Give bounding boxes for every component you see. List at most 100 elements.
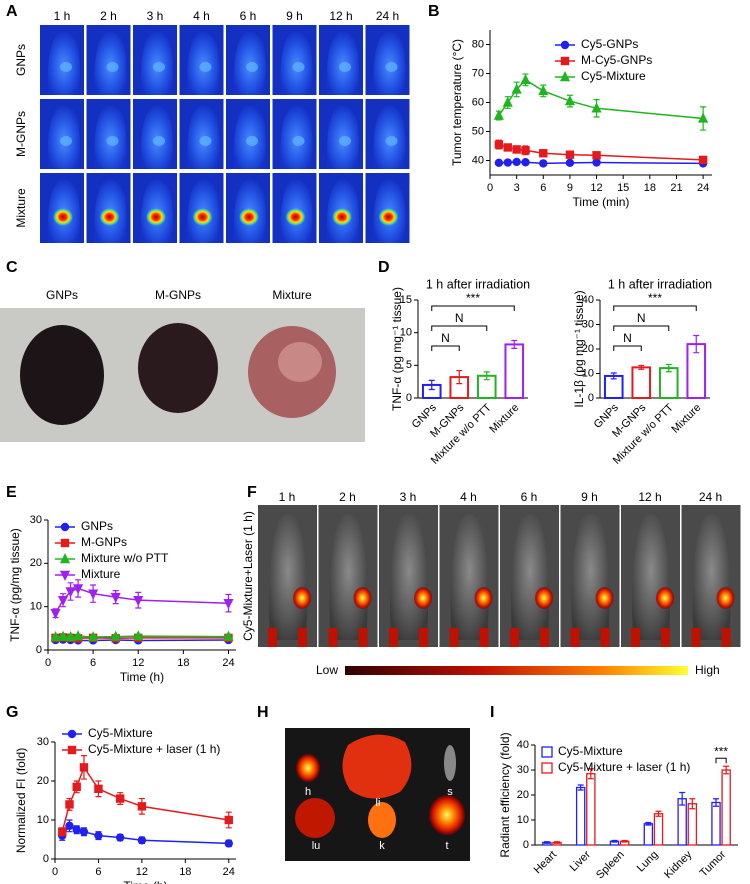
tail-signal [389, 628, 398, 647]
mouse-shape [692, 514, 731, 640]
tail-signal [510, 628, 519, 647]
hot-spot [192, 208, 213, 226]
row-label: GNPs [14, 44, 28, 76]
panel-label: E [6, 484, 17, 501]
point [60, 538, 70, 548]
bar [677, 798, 687, 846]
significance-bracket [613, 305, 697, 311]
tail-signal [661, 628, 670, 647]
significance-label: *** [714, 744, 728, 758]
x-tick-label: Mixture [669, 402, 703, 436]
point [503, 143, 512, 152]
y-tick-label: 50 [472, 125, 484, 137]
y-tick-label: 10 [517, 814, 529, 826]
point [59, 570, 71, 581]
hot-spot [146, 208, 166, 226]
error-bar [456, 369, 463, 385]
tumor-signal [656, 587, 674, 609]
point [493, 109, 504, 120]
warm-spot [106, 62, 119, 72]
point [133, 595, 144, 607]
significance-bracket [431, 345, 460, 351]
point [65, 587, 76, 598]
y-tick-label: 30 [517, 764, 529, 776]
scale-high: High [695, 663, 720, 677]
y-axis-label: Normalized FI (fold) [14, 748, 28, 853]
warm-spot [246, 62, 258, 72]
warm-spot [153, 136, 165, 146]
hot-spot [53, 208, 73, 226]
legend-label: Cy5-GNPs [581, 37, 638, 51]
point [65, 821, 74, 831]
x-tick-label: 12 [590, 182, 602, 194]
y-axis-label: IL-1β (pg mg⁻¹ tissue) [572, 290, 586, 407]
warm-spot [292, 136, 305, 146]
significance-bracket [715, 757, 727, 764]
significance-label: N [441, 331, 450, 345]
legend-label: Mixture w/o PTT [81, 551, 169, 565]
legend-label: GNPs [81, 519, 113, 533]
y-axis-label: TNF-α (pg mg⁻¹ tissue) [390, 287, 404, 411]
y-tick-label: 40 [472, 154, 484, 166]
organ [429, 795, 465, 835]
organ-label: li [376, 797, 381, 809]
legend-swatch [541, 746, 553, 758]
point [88, 589, 99, 600]
y-tick-label: 30 [582, 318, 594, 330]
column-label: 1 h [279, 490, 296, 504]
x-tick-label: 12 [132, 657, 144, 669]
tail-signal [328, 628, 338, 647]
tumor-signal [293, 587, 311, 609]
column-label: 3 h [147, 9, 164, 23]
tumor-signal [535, 587, 553, 609]
tumor [138, 323, 218, 413]
tail-signal [570, 628, 580, 647]
legend-label: M-Cy5-GNPs [581, 53, 652, 67]
column-label: 24 h [376, 9, 399, 23]
point [591, 102, 602, 113]
hot-spot [99, 208, 120, 226]
point [592, 151, 601, 160]
x-tick-label: 18 [179, 866, 191, 878]
point [94, 831, 103, 840]
x-tick-label: 21 [670, 182, 682, 194]
warm-spot [199, 136, 212, 146]
tail-signal [449, 628, 459, 647]
x-tick-label: Liver [568, 848, 594, 874]
significance-label: N [455, 311, 464, 325]
point [73, 630, 84, 641]
legend-label: Cy5-Mixture [88, 726, 153, 740]
bar [631, 366, 652, 399]
warm-spot [292, 62, 305, 72]
error-bar [655, 810, 662, 817]
organ [295, 798, 335, 838]
y-tick-label: 40 [517, 739, 529, 751]
column-label: 4 h [460, 490, 477, 504]
column-label: 2 h [100, 9, 117, 23]
point [58, 827, 67, 836]
x-tick-label: Heart [532, 849, 560, 877]
point [60, 522, 70, 532]
organ-label: t [445, 840, 448, 852]
tail-signal [540, 628, 549, 647]
sample-label: Mixture [272, 288, 312, 302]
error-bar [645, 821, 652, 826]
bar [504, 343, 525, 399]
x-axis-label: Time (h) [123, 879, 167, 884]
organ [444, 745, 456, 781]
point [512, 157, 521, 167]
point [110, 592, 121, 604]
point [223, 598, 234, 610]
y-tick-label: 10 [582, 367, 594, 379]
mouse-shape [511, 514, 549, 640]
column-label: 24 h [699, 490, 722, 504]
x-tick-label: Tumor [698, 848, 729, 879]
bar [711, 801, 721, 846]
sample-label: GNPs [46, 288, 78, 302]
point [67, 729, 77, 739]
tumor-signal [474, 587, 493, 609]
sample-label: M-GNPs [155, 288, 201, 302]
y-tick-label: 30 [30, 514, 42, 526]
error-bar [679, 791, 686, 806]
tail-signal [600, 628, 610, 647]
